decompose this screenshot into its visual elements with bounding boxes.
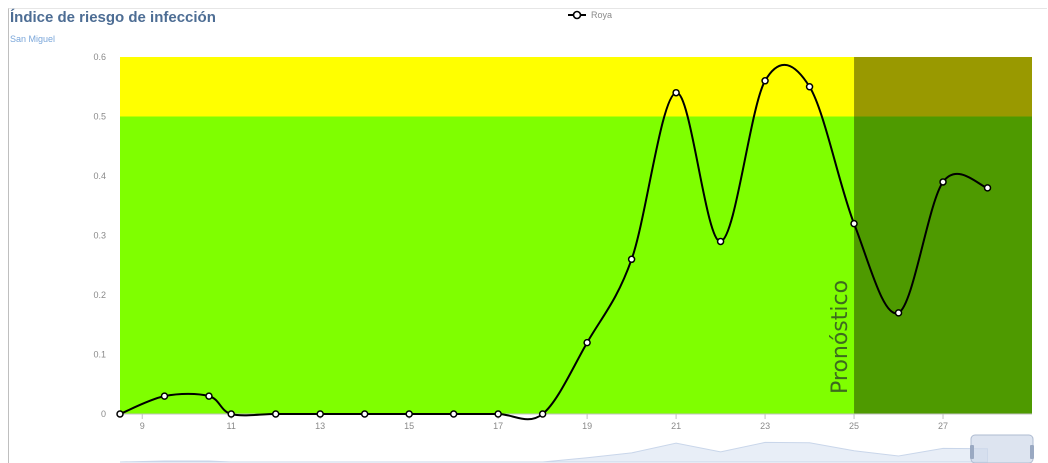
data-point-roya[interactable] (449, 410, 458, 418)
data-point-roya[interactable] (761, 77, 769, 85)
series-roya (116, 63, 992, 421)
data-point-roya[interactable] (227, 410, 235, 418)
data-point-roya[interactable] (672, 88, 680, 97)
line-circle-marker-icon (568, 10, 586, 20)
y-tick-label: 0 (101, 409, 106, 419)
chart-frame (8, 8, 1047, 463)
navigator-handle-left[interactable] (970, 445, 974, 459)
y-tick-label: 0.2 (93, 290, 106, 300)
data-point-roya[interactable] (205, 392, 213, 400)
range-navigator[interactable] (119, 434, 1034, 463)
chart-subtitle: San Miguel (10, 34, 56, 44)
legend-label-roya: Roya (591, 10, 613, 20)
chart-title: Índice de riesgo de infección (10, 9, 216, 26)
legend[interactable]: Roya (567, 10, 612, 20)
x-tick-label: 25 (849, 421, 859, 431)
navigator-series (119, 441, 989, 463)
chart-axes: 0 0.1 0.2 0.3 0.4 0.5 0.6 9 11 13 15 17 19 21 23 25 27 (93, 52, 1032, 431)
forecast-label: Pronóstico (828, 280, 853, 394)
forecast-low-zone (854, 116, 1032, 414)
data-point-roya[interactable] (271, 410, 280, 418)
data-point-roya[interactable] (538, 410, 547, 418)
x-tick-label: 27 (938, 421, 948, 431)
y-tick-label: 0.3 (93, 231, 106, 241)
x-tick-label: 15 (404, 421, 414, 431)
x-tick-label: 23 (760, 421, 770, 431)
data-point-roya[interactable] (405, 410, 413, 418)
data-point-roya[interactable] (116, 410, 124, 418)
navigator-window[interactable] (970, 434, 1034, 463)
x-tick-label: 13 (315, 421, 325, 431)
data-point-roya[interactable] (983, 184, 992, 192)
y-tick-label: 0.6 (93, 52, 106, 62)
x-tick-label: 9 (140, 421, 145, 431)
data-point-roya[interactable] (316, 410, 324, 418)
forecast-high-zone (854, 57, 1032, 117)
x-tick-label: 11 (227, 421, 236, 431)
data-point-roya[interactable] (627, 255, 636, 264)
data-point-roya[interactable] (360, 410, 369, 418)
y-tick-label: 0.1 (93, 350, 106, 360)
data-point-roya[interactable] (583, 338, 591, 347)
forecast-region: Pronóstico (828, 57, 1032, 414)
navigator-handle-right[interactable] (1030, 445, 1034, 459)
data-point-roya[interactable] (494, 410, 502, 418)
data-point-roya[interactable] (939, 178, 947, 186)
data-point-roya[interactable] (894, 309, 903, 317)
y-tick-label: 0.4 (93, 171, 106, 181)
data-point-roya[interactable] (850, 219, 858, 228)
x-tick-label: 21 (671, 421, 681, 431)
data-point-roya[interactable] (716, 237, 725, 246)
x-tick-label: 17 (493, 421, 503, 431)
data-point-roya[interactable] (160, 392, 169, 400)
x-tick-label: 19 (582, 421, 592, 431)
y-tick-label: 0.5 (93, 112, 106, 122)
data-point-roya[interactable] (805, 83, 814, 91)
